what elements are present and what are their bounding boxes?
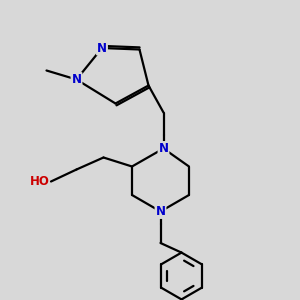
Text: HO: HO: [30, 175, 50, 188]
Text: N: N: [71, 73, 82, 86]
Text: N: N: [97, 41, 107, 55]
Text: N: N: [158, 142, 169, 155]
Text: N: N: [155, 205, 166, 218]
